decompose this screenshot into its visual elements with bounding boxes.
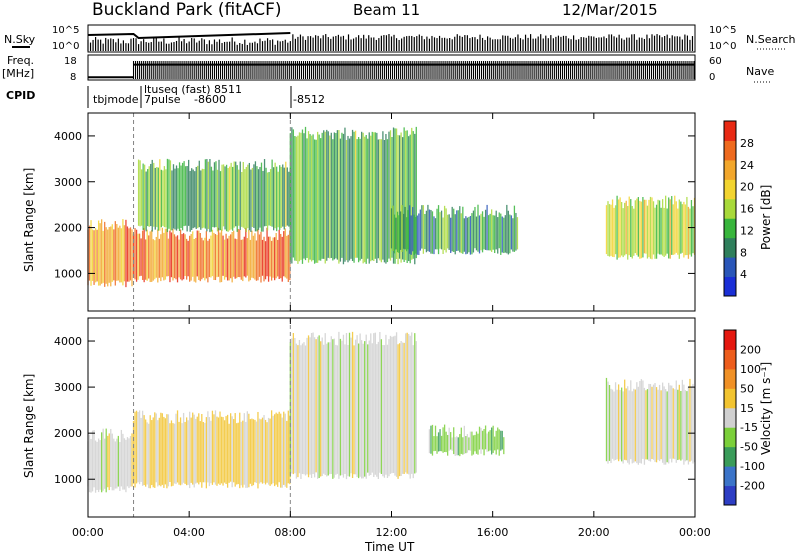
colorbar-swatch <box>724 121 736 141</box>
velocity-colorbar-tick: -200 <box>740 480 765 493</box>
x-tick-label: 20:00 <box>578 526 610 539</box>
velocity-colorbar-tick: 100 <box>740 363 761 376</box>
cpid-8512: -8512 <box>293 93 325 106</box>
mhz-label: [MHz] <box>2 67 34 80</box>
cpid-ltuseq: ltuseq (fast) 8511 <box>144 83 242 96</box>
colorbar-swatch <box>724 198 736 219</box>
y-tick-label: 1000 <box>54 267 82 280</box>
y-tick-label: 2000 <box>54 427 82 440</box>
noise-right-tick-top: 10^5 <box>709 25 736 36</box>
noise-right-tick-bottom: 10^0 <box>709 41 736 52</box>
cpid-label: CPID <box>6 89 35 102</box>
power-data <box>87 113 696 311</box>
colorbar-swatch <box>724 466 736 487</box>
colorbar-swatch <box>724 388 736 409</box>
power-colorbar-tick: 4 <box>740 268 747 281</box>
x-tick-label: 00:00 <box>72 526 104 539</box>
velocity-colorbar-tick: 15 <box>740 402 754 415</box>
cpid-tbjmode: tbjmode <box>93 93 139 106</box>
y-tick-label: 2000 <box>54 222 82 235</box>
power-y-ticks: 1000 2000 3000 4000 <box>54 130 695 280</box>
colorbar-swatch <box>724 368 736 389</box>
nave-tick-top: 60 <box>709 56 722 67</box>
velocity-panel: 1000 2000 3000 4000 Slant Range [km] <box>22 317 696 518</box>
power-colorbar: 4 8 12 16 20 24 28 <box>723 120 754 297</box>
x-tick-label: 00:00 <box>679 526 711 539</box>
freq-tick-top: 18 <box>64 56 77 67</box>
y-tick-label: 3000 <box>54 176 82 189</box>
noise-left-tick-bottom: 10^0 <box>52 41 79 52</box>
colorbar-frame <box>723 120 737 297</box>
colorbar-swatch <box>724 257 736 278</box>
x-axis-title: Time UT <box>364 540 415 554</box>
x-tick-label: 08:00 <box>274 526 306 539</box>
x-tick-label: 16:00 <box>477 526 509 539</box>
nsearch-label: N.Search <box>746 33 796 46</box>
power-y-title: Slant Range [km] <box>22 168 36 272</box>
velocity-y-ticks: 1000 2000 3000 4000 <box>54 335 695 486</box>
x-axis-ticks: 00:00 04:00 08:00 12:00 16:00 20:00 00:00 <box>72 113 711 539</box>
cpid-8600: -8600 <box>194 93 226 106</box>
power-colorbar-tick: 20 <box>740 181 754 194</box>
freq-tick-bottom: 8 <box>70 72 76 83</box>
colorbar-swatch <box>724 349 736 370</box>
velocity-colorbar: 200 100 50 15 -15 -50 -100 -200 <box>723 329 765 506</box>
noise-bars <box>87 32 694 51</box>
colorbar-swatch <box>724 485 736 506</box>
y-tick-label: 4000 <box>54 335 82 348</box>
velocity-data <box>87 318 696 517</box>
cpid-7pulse: 7pulse <box>144 93 181 106</box>
freq-bars <box>88 61 695 79</box>
power-colorbar-tick: 8 <box>740 246 747 259</box>
freq-label: Freq. <box>7 54 34 67</box>
power-colorbar-tick: 16 <box>740 203 754 216</box>
colorbar-swatch <box>724 276 736 297</box>
velocity-colorbar-tick: 50 <box>740 382 754 395</box>
colorbar-swatch <box>724 427 736 448</box>
power-colorbar-tick: 12 <box>740 224 754 237</box>
velocity-colorbar-tick: 200 <box>740 343 761 356</box>
y-tick-label: 3000 <box>54 381 82 394</box>
power-colorbar-title: Power [dB] <box>759 185 773 250</box>
colorbar-swatch <box>724 179 736 200</box>
colorbar-swatch <box>724 237 736 258</box>
site-title: Buckland Park (fitACF) <box>92 0 282 20</box>
nsky-trace <box>87 32 291 40</box>
velocity-colorbar-tick: -100 <box>740 460 765 473</box>
y-tick-label: 1000 <box>54 473 82 486</box>
noise-panel-frame <box>87 24 696 53</box>
colorbar-frame <box>723 329 737 506</box>
nsky-label: N.Sky <box>4 33 36 46</box>
y-tick-label: 4000 <box>54 130 82 143</box>
noise-left-tick-top: 10^5 <box>52 25 79 36</box>
colorbar-swatch <box>724 446 736 467</box>
colorbar-swatch <box>724 330 736 350</box>
power-panel: 1000 2000 3000 4000 Slant Range [km] <box>22 112 696 312</box>
nave-tick-bottom: 0 <box>709 72 715 83</box>
velocity-colorbar-tick: -15 <box>740 421 758 434</box>
freq-panel-frame <box>87 54 696 81</box>
x-tick-label: 12:00 <box>376 526 408 539</box>
power-colorbar-tick: 28 <box>740 137 754 150</box>
colorbar-swatch <box>724 218 736 239</box>
colorbar-swatch <box>724 140 736 161</box>
velocity-colorbar-title: Velocity [m s⁻¹] <box>759 362 773 455</box>
beam-label: Beam 11 <box>353 1 420 19</box>
colorbar-swatch <box>724 159 736 180</box>
x-tick-label: 04:00 <box>173 526 205 539</box>
nave-label: Nave <box>746 65 774 78</box>
colorbar-swatch <box>724 407 736 428</box>
power-colorbar-tick: 24 <box>740 159 754 172</box>
velocity-y-title: Slant Range [km] <box>22 374 36 478</box>
date-label: 12/Mar/2015 <box>562 1 658 19</box>
velocity-colorbar-tick: -50 <box>740 441 758 454</box>
